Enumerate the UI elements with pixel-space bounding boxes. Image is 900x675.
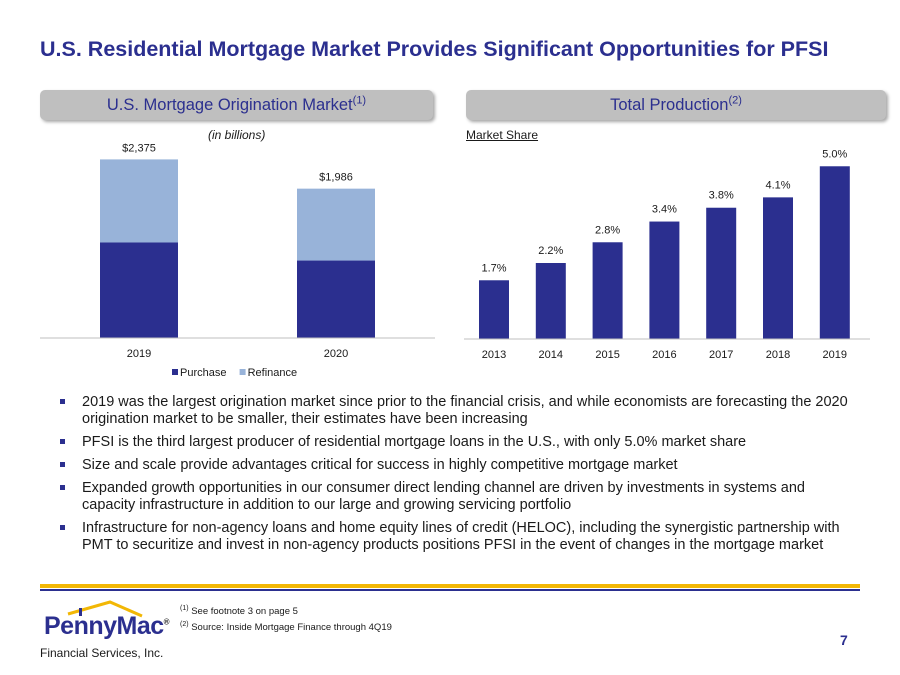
- footer-gold-rule: [40, 584, 860, 588]
- bar-value-label: 1.7%: [481, 262, 506, 274]
- bullet-item: Expanded growth opportunities in our con…: [60, 480, 850, 514]
- bar-refinance: [297, 188, 375, 261]
- bar-value-label: 3.8%: [709, 190, 734, 202]
- bullet-text: PFSI is the third largest producer of re…: [82, 434, 747, 450]
- logo-wordmark: PennyMac: [44, 612, 164, 640]
- bar-purchase: [297, 260, 375, 338]
- bar-market-share: [706, 207, 737, 339]
- bar-total-label: $2,375: [122, 142, 156, 154]
- footer-blue-rule: [40, 589, 860, 591]
- footnote-text: Source: Inside Mortgage Finance through …: [188, 622, 392, 634]
- bullet-marker: [60, 399, 65, 404]
- bullet-marker: [60, 485, 65, 490]
- legend-label-purchase: Purchase: [180, 367, 226, 379]
- origination-market-chart: $2,375 2019 $1,986 2020 Purchase Refinance: [40, 142, 435, 379]
- legend-label-refinance: Refinance: [248, 367, 298, 379]
- pennymac-logo: PennyMac® Financial Services, Inc.: [38, 600, 178, 662]
- bar-value-label: 4.1%: [765, 179, 790, 191]
- bullet-text: 2019 was the largest origination market …: [82, 394, 848, 427]
- footnotes: (1) See footnote 3 on page 5 (2) Source:…: [180, 602, 392, 634]
- bar-value-label: 2.8%: [595, 224, 620, 236]
- total-production-header: Total Production(2): [466, 90, 886, 120]
- bullet-item: Infrastructure for non-agency loans and …: [60, 520, 850, 554]
- legend-swatch-refinance: [239, 369, 246, 375]
- bullet-item: 2019 was the largest origination market …: [60, 394, 850, 428]
- bar-refinance: [100, 159, 178, 243]
- bar-market-share: [819, 166, 850, 339]
- bar-purchase: [100, 242, 178, 338]
- page-number: 7: [840, 632, 848, 648]
- x-tick-label: 2020: [324, 348, 348, 360]
- logo-roof-icon: [67, 600, 143, 618]
- origination-market-header-note: (1): [352, 94, 367, 107]
- bullet-item: Size and scale provide advantages critic…: [60, 457, 850, 474]
- bullet-list: 2019 was the largest origination market …: [60, 394, 850, 560]
- x-tick-label: 2019: [127, 348, 151, 360]
- x-tick-label: 2013: [482, 349, 506, 361]
- bullet-marker: [60, 462, 65, 467]
- footnote-1: (1) See footnote 3 on page 5: [180, 602, 392, 618]
- footnote-text: See footnote 3 on page 5: [188, 606, 298, 618]
- bar-total-label: $1,986: [319, 172, 353, 184]
- origination-market-header-label: U.S. Mortgage Origination Market: [106, 96, 353, 114]
- market-share-chart: 1.7% 2013 2.2% 2014 2.8% 2015 3.4% 2016 3.8% 2017…: [464, 148, 870, 361]
- units-label: (in billions): [208, 128, 266, 142]
- bullet-marker: [60, 439, 65, 444]
- footnote-mark: (2): [180, 621, 189, 629]
- bar-market-share: [763, 197, 793, 339]
- bullet-text: Size and scale provide advantages critic…: [82, 457, 678, 473]
- x-tick-label: 2018: [766, 349, 790, 361]
- x-tick-label: 2019: [823, 349, 847, 361]
- origination-market-header: U.S. Mortgage Origination Market(1): [40, 90, 433, 120]
- bar-value-label: 2.2%: [538, 245, 563, 257]
- footnote-2: (2) Source: Inside Mortgage Finance thro…: [180, 618, 392, 634]
- bar-value-label: 5.0%: [822, 148, 847, 160]
- logo-tagline: Financial Services, Inc.: [40, 646, 164, 660]
- total-production-header-note: (2): [728, 94, 742, 107]
- total-production-header-label: Total Production: [610, 96, 729, 114]
- bar-market-share: [479, 280, 509, 339]
- x-tick-label: 2017: [709, 349, 733, 361]
- x-tick-label: 2015: [595, 349, 619, 361]
- logo-registered-mark: ®: [163, 617, 170, 627]
- page-title: U.S. Residential Mortgage Market Provide…: [40, 37, 829, 61]
- market-share-label: Market Share: [466, 128, 539, 142]
- bullet-text: Expanded growth opportunities in our con…: [82, 480, 805, 513]
- bar-market-share: [592, 242, 623, 339]
- legend-swatch-purchase: [172, 369, 178, 375]
- bar-value-label: 3.4%: [652, 204, 677, 216]
- logo-chimney: [79, 608, 82, 616]
- bullet-text: Infrastructure for non-agency loans and …: [82, 520, 840, 553]
- bar-market-share: [649, 221, 680, 339]
- x-tick-label: 2014: [539, 349, 563, 361]
- bar-market-share: [535, 263, 566, 339]
- x-tick-label: 2016: [652, 349, 676, 361]
- footnote-mark: (1): [180, 605, 189, 612]
- bullet-marker: [60, 525, 65, 530]
- bullet-item: PFSI is the third largest producer of re…: [60, 434, 850, 451]
